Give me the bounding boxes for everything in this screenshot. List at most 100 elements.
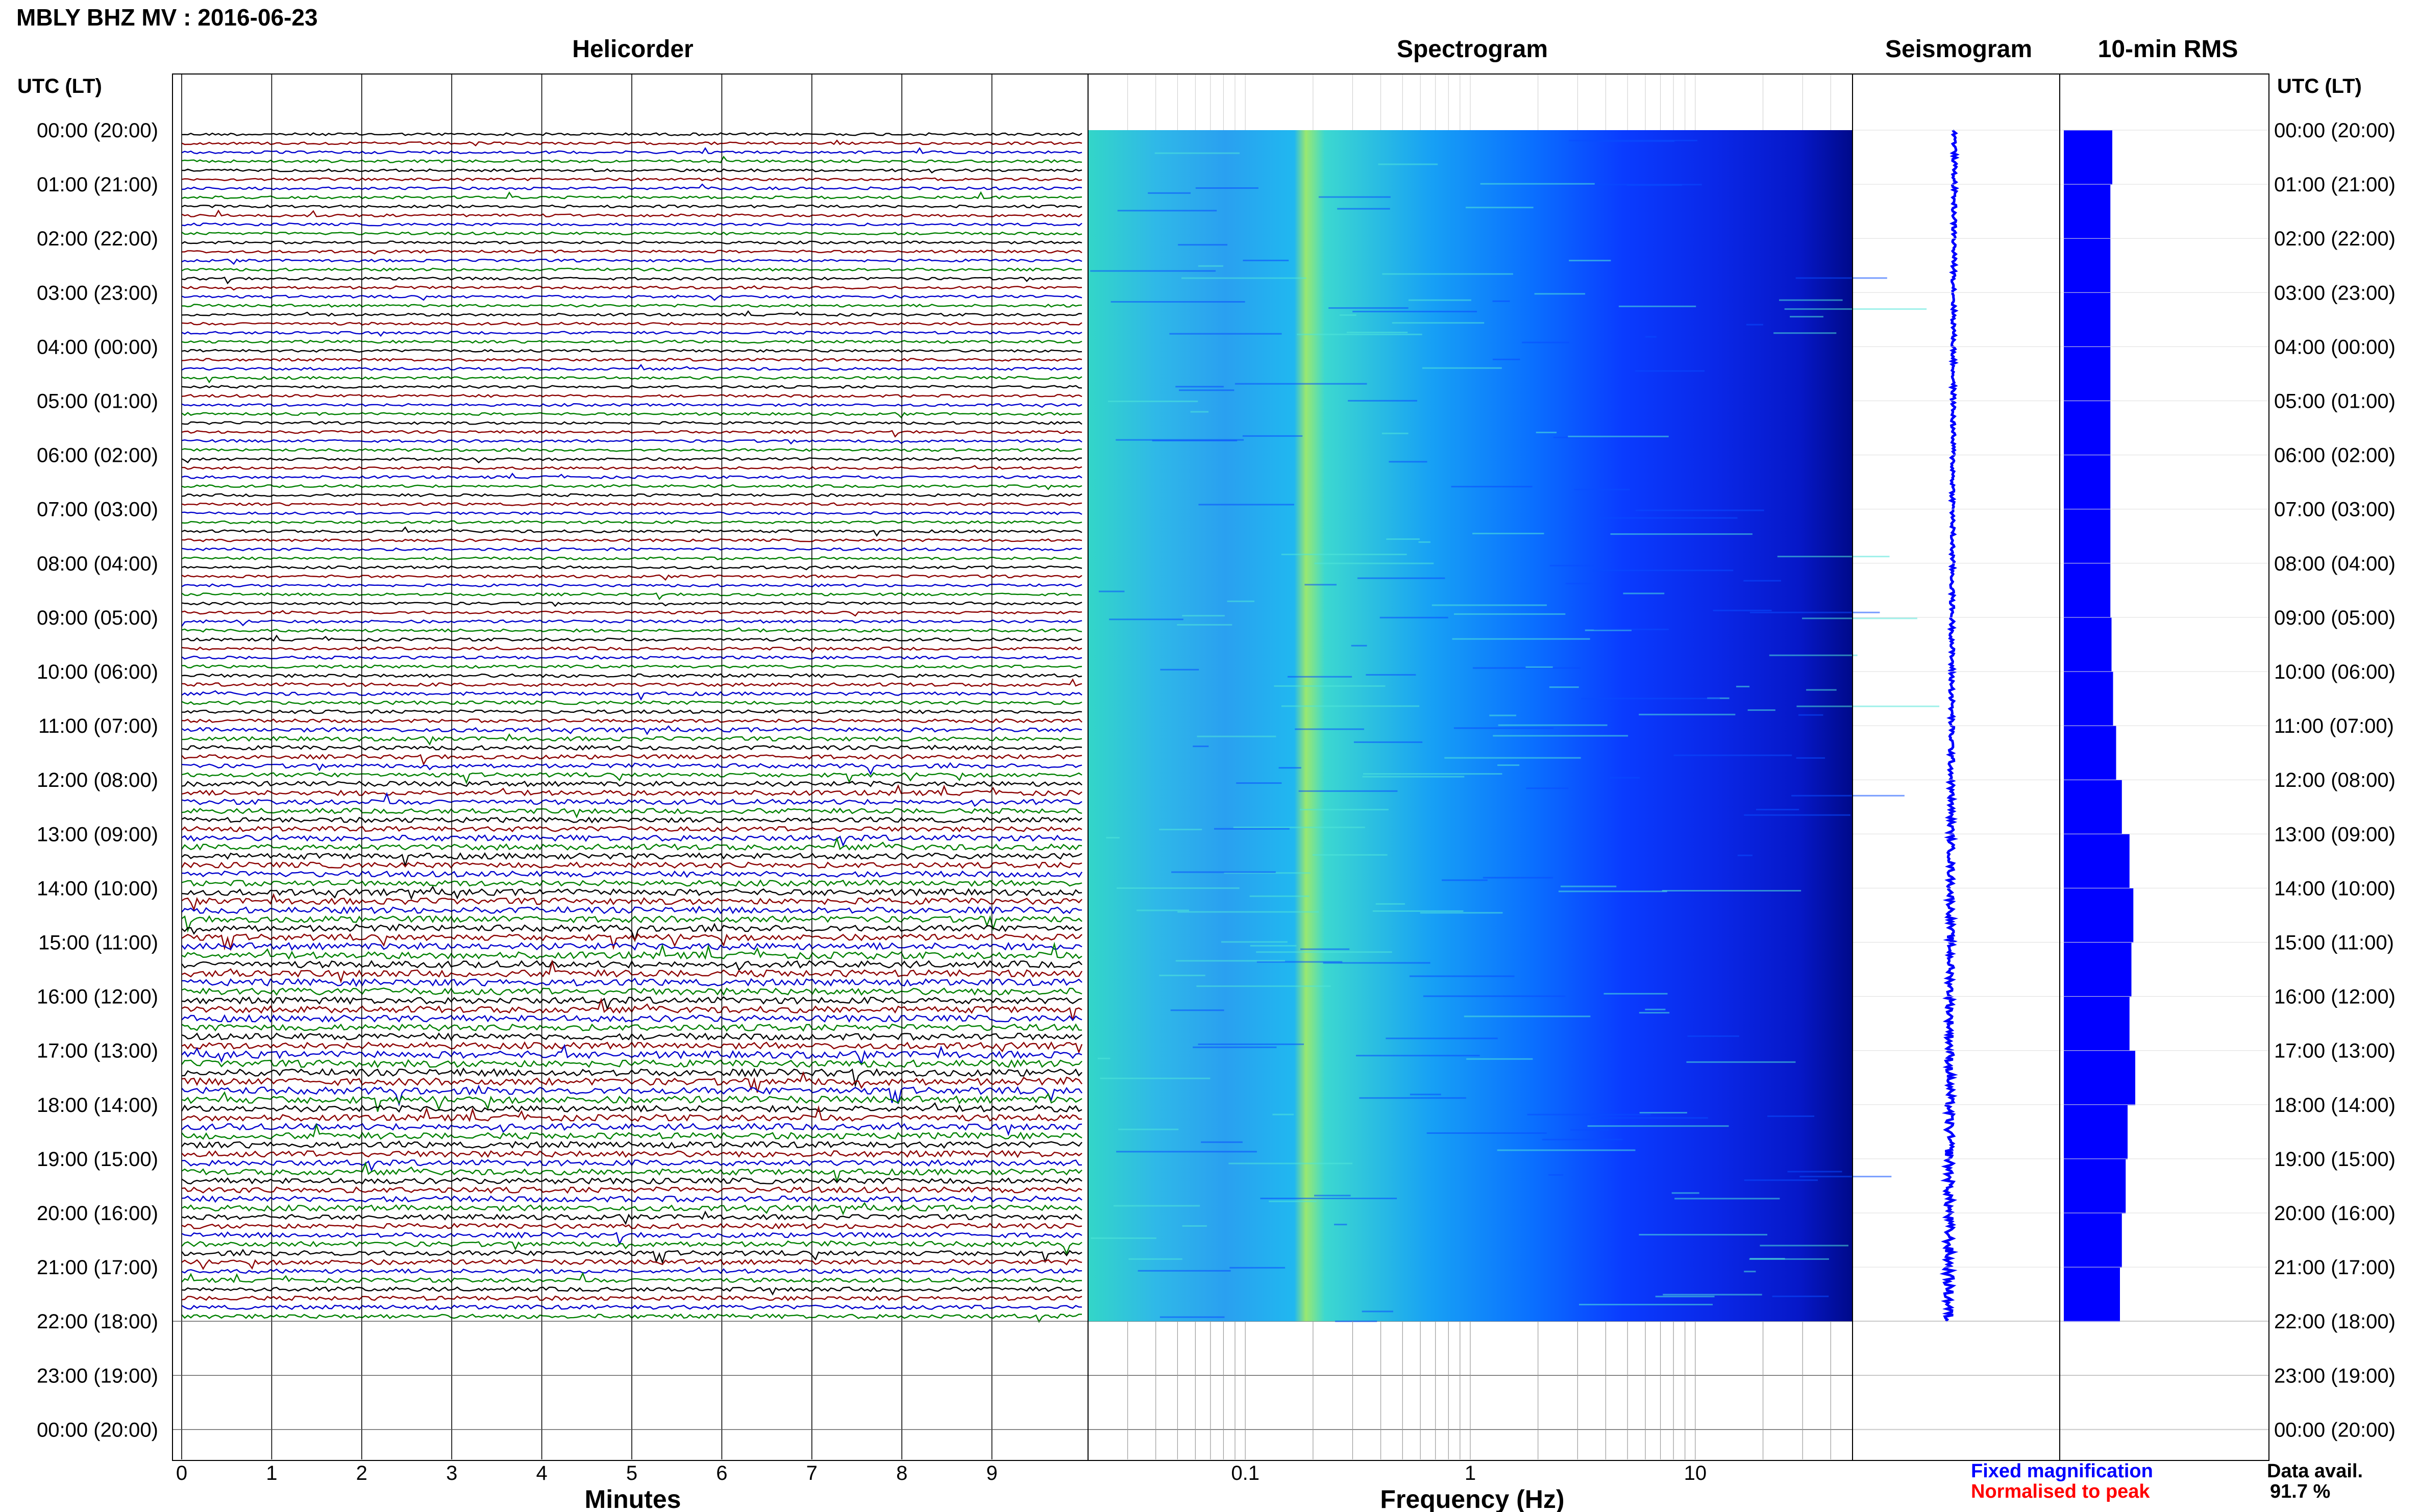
spectrogram-speckle xyxy=(1498,724,1608,726)
spectrogram-speckle xyxy=(1662,890,1801,892)
right-time-label: 08:00 (04:00) xyxy=(2274,553,2396,575)
spectrogram-speckle xyxy=(1526,787,1569,789)
right-time-label: 07:00 (03:00) xyxy=(2274,499,2396,521)
rms-bar xyxy=(2064,1158,2126,1213)
rms-bar xyxy=(2064,942,2132,997)
spectrogram-speckle xyxy=(1178,389,1235,391)
spectrogram-speckle xyxy=(1300,948,1350,950)
right-time-label: 06:00 (02:00) xyxy=(2274,444,2396,467)
spectrogram-speckle xyxy=(1747,709,1775,711)
spectrogram-speckle xyxy=(1352,311,1477,313)
spectrogram-speckle xyxy=(1378,163,1438,165)
spectrogram-speckle xyxy=(1091,1237,1156,1239)
spectrogram-speckle xyxy=(1796,757,1825,759)
spectrogram-speckle xyxy=(1777,556,1890,558)
spectrogram-speckle xyxy=(1802,617,1917,619)
spectrogram-speckle xyxy=(1549,686,1579,688)
helicorder-x-label: Minutes xyxy=(585,1485,681,1512)
right-time-labels: 00:00 (20:00) 01:00 (21:00) 02:00 (22:00) 0… xyxy=(2274,119,2396,1441)
spectrogram-speckle xyxy=(1171,871,1276,873)
spectrogram-speckle xyxy=(1736,685,1750,687)
rms-bar xyxy=(2064,563,2111,618)
spectrogram-texture xyxy=(1090,139,1940,1322)
spectrogram-speckle xyxy=(1772,1295,1829,1297)
spectrogram-speckle xyxy=(1128,1258,1182,1260)
spectrogram-speckle xyxy=(1769,654,1858,656)
spectrogram-x-tick-label: 1 xyxy=(1465,1462,1476,1484)
spectrogram-speckle xyxy=(1639,1111,1687,1113)
right-time-label: 20:00 (16:00) xyxy=(2274,1202,2396,1225)
spectrogram-speckle xyxy=(1362,1310,1393,1312)
rms-bar xyxy=(2064,888,2134,943)
data-avail-value: 91.7 % xyxy=(2270,1481,2330,1502)
spectrogram-image xyxy=(1088,130,1853,1322)
spectrogram-speckle xyxy=(1585,629,1632,631)
left-time-label: 17:00 (13:00) xyxy=(37,1040,158,1062)
left-time-label: 04:00 (00:00) xyxy=(37,336,158,358)
right-time-label: 16:00 (12:00) xyxy=(2274,986,2396,1008)
figure-title: MBLY BHZ MV : 2016-06-23 xyxy=(16,4,318,31)
spectrogram-speckle xyxy=(1713,609,1772,611)
spectrogram-speckle xyxy=(1773,332,1837,334)
left-time-label: 07:00 (03:00) xyxy=(37,499,158,521)
helicorder-x-tick-label: 2 xyxy=(356,1462,367,1484)
spectrogram-x-tick-label: 10 xyxy=(1684,1462,1707,1484)
helicorder-x-ticks: 0 1 2 3 4 5 6 7 8 9 xyxy=(176,1462,998,1484)
spectrogram-speckle xyxy=(1756,808,1799,810)
right-time-label: 09:00 (05:00) xyxy=(2274,607,2396,629)
spectrogram-speckle xyxy=(1610,777,1640,779)
spectrogram-speckle xyxy=(1746,324,1763,326)
spectrogram-speckle xyxy=(1182,615,1225,617)
data-avail-label: Data avail. xyxy=(2267,1460,2363,1482)
spectrogram-speckle xyxy=(1198,1043,1304,1045)
spectrogram-speckle xyxy=(1492,300,1510,302)
spectrogram-speckle xyxy=(1298,790,1398,792)
spectrogram-x-ticks: 0.1 1 10 xyxy=(1231,1462,1707,1484)
left-time-label: 09:00 (05:00) xyxy=(37,607,158,629)
spectrogram-speckle xyxy=(1098,590,1125,592)
spectrogram-speckle xyxy=(1109,618,1183,621)
spectrogram-speckle xyxy=(1534,293,1586,295)
spectrogram-speckle xyxy=(1590,140,1675,142)
spectrogram-speckle xyxy=(1214,828,1290,830)
spectrogram-speckle xyxy=(1465,207,1534,209)
right-time-label: 19:00 (15:00) xyxy=(2274,1148,2396,1171)
spectrogram-speckle xyxy=(1318,196,1391,198)
spectrogram-speckle xyxy=(1233,826,1365,828)
right-time-label: 18:00 (14:00) xyxy=(2274,1094,2396,1117)
spectrogram-speckle xyxy=(1351,645,1367,647)
spectrogram-speckle xyxy=(1749,1258,1829,1260)
spectrogram-speckle xyxy=(1549,564,1595,566)
spectrogram-speckle xyxy=(1177,624,1232,626)
helicorder-x-tick-label: 6 xyxy=(716,1462,727,1484)
spectrogram-speckle xyxy=(1182,1225,1207,1227)
right-time-label: 05:00 (01:00) xyxy=(2274,390,2396,413)
spectrogram-speckle xyxy=(1304,584,1337,586)
spectrogram-speckle xyxy=(1536,431,1557,433)
spectrogram-speckle xyxy=(1295,728,1364,730)
spectrogram-speckle xyxy=(1152,439,1238,441)
spectrogram-speckle xyxy=(1760,1245,1848,1247)
spectrogram-speckle xyxy=(1472,667,1581,669)
rms-bar xyxy=(2064,455,2111,510)
spectrogram-speckle xyxy=(1645,336,1657,338)
helicorder-x-tick-label: 5 xyxy=(626,1462,637,1484)
spectrogram-speckle xyxy=(1623,592,1665,594)
spectrogram-speckle xyxy=(1645,1008,1666,1010)
left-time-label: 10:00 (06:00) xyxy=(37,661,158,683)
spectrogram-speckle xyxy=(1568,435,1669,437)
spectrogram-speckle xyxy=(1372,910,1464,912)
spectrogram-speckle xyxy=(1587,1125,1729,1127)
helicorder-x-tick-label: 8 xyxy=(896,1462,907,1484)
right-time-label: 04:00 (00:00) xyxy=(2274,336,2396,358)
spectrogram-speckle xyxy=(1197,735,1276,737)
right-time-label: 00:00 (20:00) xyxy=(2274,119,2396,142)
left-time-labels: 00:00 (20:00) 01:00 (21:00) 02:00 (22:00) 0… xyxy=(37,119,158,1441)
rms-bar xyxy=(2064,346,2111,402)
spectrogram-speckle xyxy=(1594,628,1669,630)
spectrogram-speckle xyxy=(1610,533,1752,535)
spectrogram-speckle xyxy=(1328,307,1409,309)
spectrogram-speckle xyxy=(1767,1115,1815,1117)
spectrogram-speckle xyxy=(1570,1129,1609,1131)
